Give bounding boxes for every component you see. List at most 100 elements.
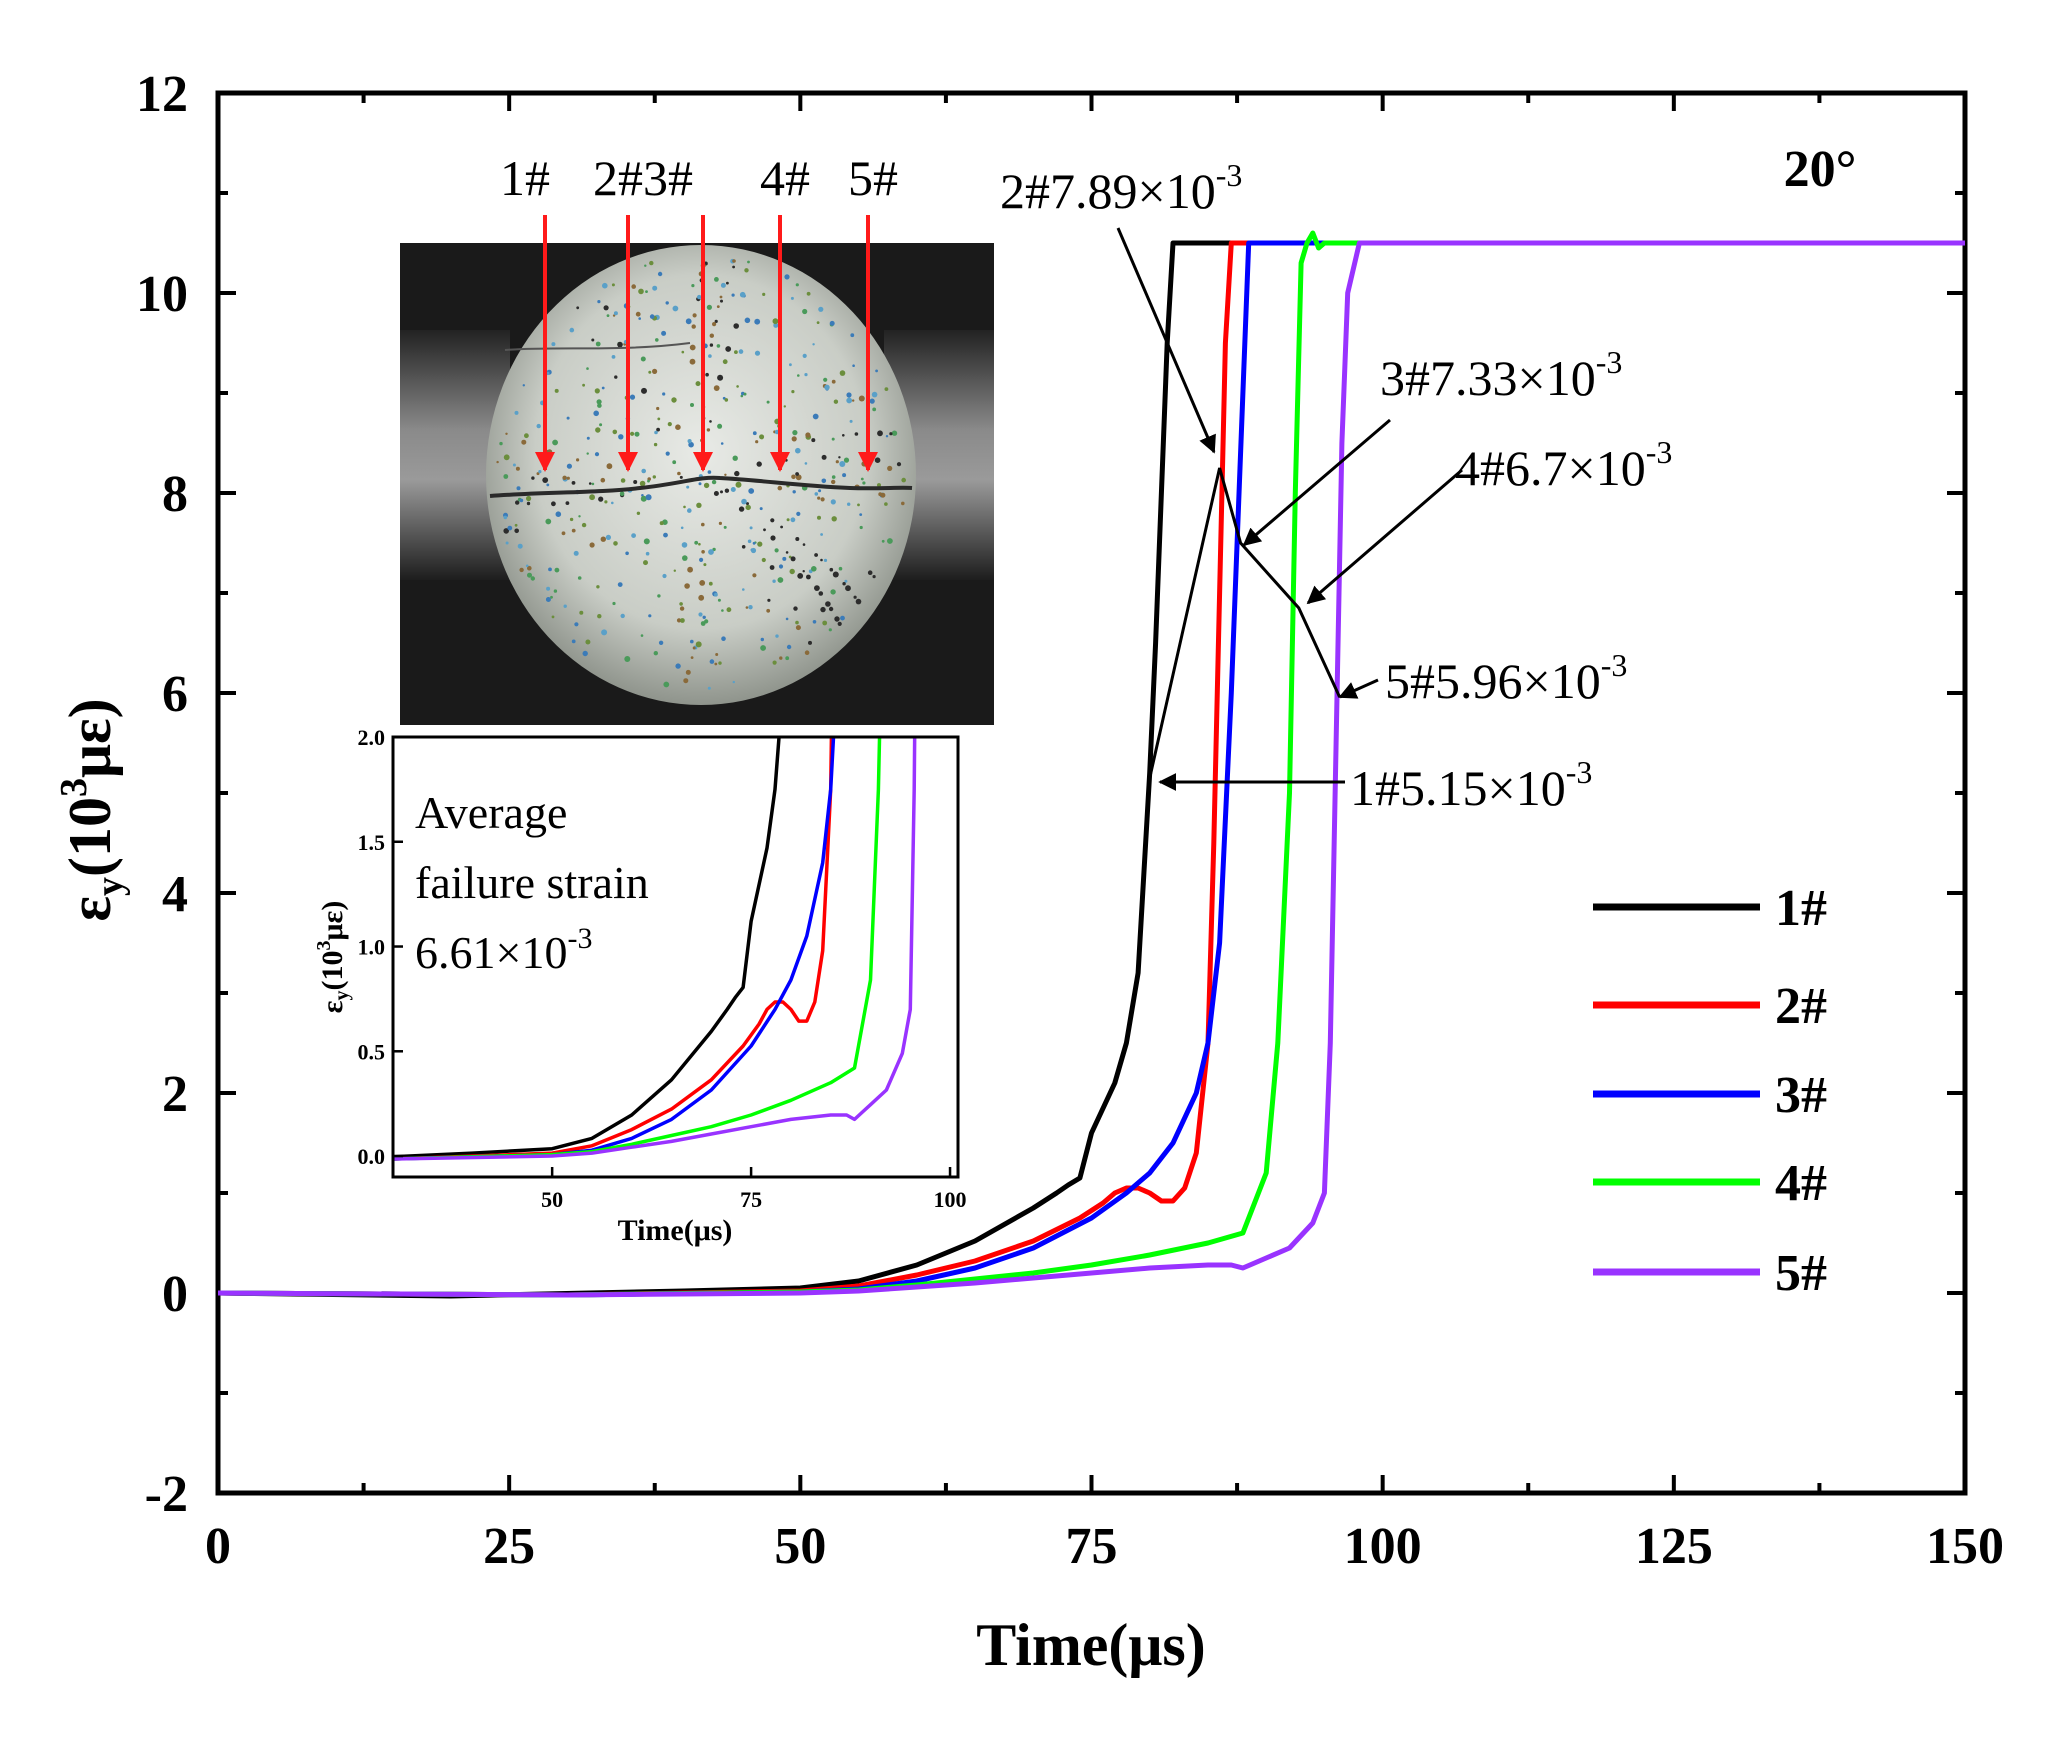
annotation-4: 4#6.7×10-3 <box>1455 434 1672 496</box>
speckle-dot <box>822 620 828 626</box>
speckle-dot <box>872 575 876 579</box>
axis-ticks <box>216 91 1967 1495</box>
inset-note-line-1: Average <box>415 787 567 838</box>
speckle-dot <box>850 333 855 338</box>
speckle-dot <box>818 306 824 312</box>
annotation-arrow-3 <box>1242 418 1391 547</box>
speckle-dot <box>831 437 835 441</box>
inset-x-axis-title: Time(μs) <box>618 1214 733 1247</box>
speckle-dot <box>648 614 652 618</box>
angle-label: 20° <box>1784 141 1857 198</box>
speckle-dot <box>896 462 902 467</box>
speckle-dot <box>657 594 661 598</box>
speckle-dot <box>716 344 721 348</box>
speckle-dot <box>600 477 606 483</box>
speckle-dot <box>599 423 603 427</box>
speckle-dot <box>712 322 717 327</box>
speckle-dot <box>563 604 567 608</box>
speckle-dot <box>683 678 689 684</box>
speckle-dot <box>818 489 822 493</box>
speckle-dot <box>699 580 706 586</box>
speckle-dot <box>709 343 714 347</box>
speckle-dot <box>791 436 797 442</box>
inset-x-tick-label: 75 <box>740 1187 762 1212</box>
speckle-dot <box>582 383 585 387</box>
speckle-dot <box>766 400 770 404</box>
speckle-dot <box>830 499 836 505</box>
speckle-dot <box>636 511 641 515</box>
speckle-dot <box>720 299 723 303</box>
specimen-photo <box>400 243 994 725</box>
speckle-dot <box>671 397 677 403</box>
speckle-dot <box>667 422 672 427</box>
annotation-3: 3#7.33×10-3 <box>1380 344 1622 406</box>
speckle-dot <box>639 480 646 487</box>
speckle-dot <box>562 475 567 480</box>
speckle-dot <box>503 474 509 479</box>
speckle-dot <box>586 436 590 440</box>
speckle-dot <box>631 284 636 289</box>
speckle-dot <box>859 525 863 530</box>
speckle-dot <box>901 477 906 483</box>
speckle-dot <box>839 370 846 376</box>
speckle-dot <box>514 523 518 527</box>
speckle-dot <box>871 391 878 398</box>
series-line-1 <box>218 240 1965 1299</box>
speckle-dot <box>505 541 509 545</box>
inset-y-axis-symbol: ε <box>316 1000 349 1013</box>
speckle-dot <box>643 538 650 545</box>
speckle-dot <box>772 579 776 583</box>
speckle-dot <box>838 566 843 571</box>
speckle-dot <box>613 541 618 546</box>
annotation-1: 1#5.15×10-3 <box>1350 754 1592 816</box>
speckle-dot <box>695 381 701 387</box>
speckle-dot <box>887 465 893 471</box>
speckle-dot <box>859 513 863 516</box>
speckle-dot <box>565 501 570 505</box>
inset-y-axis-unit-open: (10 <box>316 951 349 991</box>
speckle-dot <box>569 517 574 522</box>
inset-note-line-3: 6.61×10-3 <box>415 922 592 978</box>
speckle-dot <box>566 476 570 480</box>
speckle-dot <box>862 481 866 485</box>
speckle-dot <box>690 656 694 659</box>
speckle-dot <box>719 295 723 299</box>
speckle-dot <box>597 300 601 304</box>
speckle-dot <box>677 471 681 476</box>
speckle-dot <box>802 308 808 315</box>
speckle-dot <box>571 528 576 533</box>
speckle-dot <box>571 481 576 485</box>
speckle-dot <box>692 313 697 318</box>
speckle-dot <box>546 586 551 591</box>
y-axis-unit-open: (10 <box>57 797 123 877</box>
speckle-dot <box>519 498 524 503</box>
speckle-dot <box>649 260 654 266</box>
speckle-dot <box>791 474 796 480</box>
speckle-dot <box>701 550 705 554</box>
speckle-dot <box>633 480 638 484</box>
speckle-dot <box>551 501 556 507</box>
photo-label-1: 1# <box>500 150 550 206</box>
inset-note-line-2: failure strain <box>415 857 649 908</box>
legend-label-1: 1# <box>1775 880 1827 937</box>
speckle-dot <box>778 564 784 569</box>
legend-label-4: 4# <box>1775 1155 1827 1212</box>
legend-label-3: 3# <box>1775 1067 1827 1124</box>
speckle-dot <box>782 556 787 561</box>
speckle-dot <box>823 377 828 382</box>
speckle-dot <box>779 656 783 660</box>
speckle-dot <box>641 468 646 474</box>
speckle-dot <box>589 494 595 501</box>
speckle-dot <box>720 282 726 288</box>
speckle-dot <box>741 498 747 505</box>
speckle-dot <box>718 661 722 665</box>
inset-y-axis-unit-close: με) <box>316 901 349 941</box>
speckle-dot <box>512 463 516 467</box>
speckle-dot <box>679 475 683 479</box>
speckle-dot <box>752 431 757 436</box>
speckle-dot <box>832 571 839 578</box>
speckle-dot <box>600 536 606 542</box>
annotation-2-text: 2#7.89×10 <box>1000 163 1216 219</box>
speckle-dot <box>789 363 792 367</box>
speckle-dot <box>586 452 589 455</box>
